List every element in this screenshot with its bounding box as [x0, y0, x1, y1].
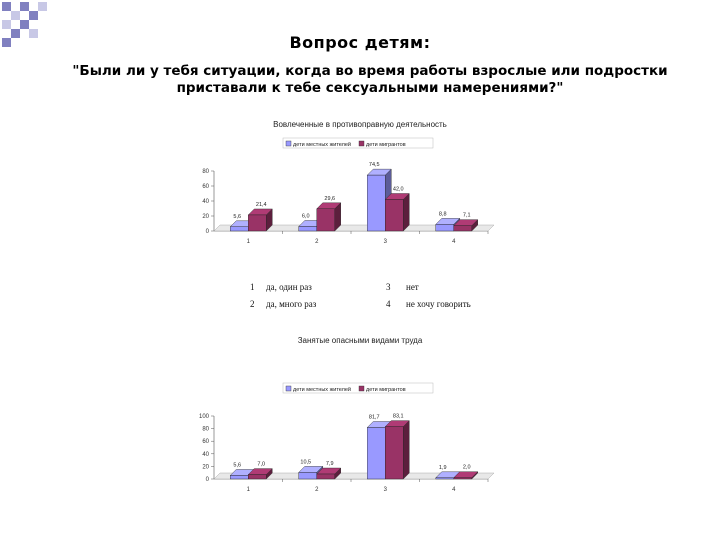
y-tick-label: 60 [202, 439, 209, 445]
answer-text: не хочу говорить [406, 299, 471, 309]
data-label: 74,5 [369, 162, 380, 168]
legend-label: дети мигрантов [366, 142, 406, 148]
bar [385, 199, 404, 232]
data-label: 7,0 [257, 462, 265, 468]
bar [453, 225, 472, 232]
answer-num: 2 [250, 299, 255, 309]
y-tick-label: 40 [202, 452, 209, 458]
data-label: 6,0 [302, 214, 310, 220]
answer-num: 4 [386, 299, 391, 309]
data-label: 7,1 [463, 213, 471, 219]
legend-swatch [285, 385, 292, 392]
bar [230, 475, 249, 480]
legend-swatch [358, 385, 365, 392]
data-label: 10,5 [300, 459, 311, 465]
bar-chart-2: дети местных жителей дети мигрантов 0 20 40 6… [199, 382, 495, 493]
x-tick-label: 1 [247, 239, 251, 245]
chart-title-2: Занятые опасными видами труда [297, 336, 423, 345]
bar [435, 224, 454, 232]
y-tick-label: 80 [202, 169, 209, 175]
bar-side [403, 420, 410, 480]
x-tick-label: 2 [315, 239, 319, 245]
answer-num: 3 [386, 282, 391, 292]
bar [453, 477, 472, 480]
y-tick-label: 40 [202, 199, 209, 205]
bar [230, 226, 249, 232]
data-label: 5,6 [233, 214, 241, 220]
bar [248, 214, 267, 232]
legend-label: дети мигрантов [366, 387, 406, 393]
x-tick-label: 4 [452, 487, 456, 493]
data-label: 29,6 [324, 196, 335, 202]
data-label: 1,9 [439, 465, 447, 471]
legend-box [282, 137, 434, 149]
bar [248, 474, 267, 480]
answer-text: да, много раз [266, 299, 317, 309]
bar-side [403, 193, 410, 232]
x-tick-label: 2 [315, 487, 319, 493]
bar [435, 477, 454, 480]
legend-label: дети местных жителей [293, 386, 351, 393]
data-label: 5,6 [233, 462, 241, 468]
y-tick-label: 0 [206, 229, 210, 235]
bar [385, 426, 404, 480]
y-tick-label: 0 [206, 477, 210, 483]
bar-chart-1: дети местных жителей дети мигрантов 0 20 40 6… [202, 137, 495, 245]
slide-title: Вопрос детям: [289, 33, 431, 52]
answer-text: да, один раз [266, 282, 312, 292]
y-tick-label: 20 [202, 214, 209, 220]
data-label: 8,8 [439, 211, 447, 217]
y-tick-label: 60 [202, 184, 209, 190]
x-tick-label: 4 [452, 239, 456, 245]
question-text: "Были ли у тебя ситуации, когда во время… [72, 63, 668, 96]
data-label: 2,0 [463, 465, 471, 471]
x-tick-label: 1 [247, 487, 251, 493]
bar [316, 208, 335, 232]
corner-decoration [0, 0, 60, 48]
data-label: 83,1 [393, 414, 404, 420]
legend-box [282, 382, 434, 394]
bar [298, 472, 317, 480]
answer-num: 1 [250, 282, 255, 292]
y-tick-label: 80 [202, 427, 209, 433]
data-label: 21,4 [256, 202, 267, 208]
y-tick-label: 20 [202, 464, 209, 470]
x-tick-label: 3 [384, 487, 388, 493]
bar [367, 174, 386, 232]
data-label: 81,7 [369, 415, 380, 421]
bar [367, 427, 386, 480]
legend-label: дети местных жителей [293, 141, 351, 148]
legend-swatch [285, 140, 292, 147]
bar [298, 226, 317, 232]
x-tick-label: 3 [384, 239, 388, 245]
data-label: 42,0 [393, 187, 404, 193]
y-tick-label: 100 [199, 414, 210, 420]
chart-title-1: Вовлеченные в противоправную деятельност… [273, 120, 447, 129]
data-label: 7,9 [326, 461, 334, 467]
answer-text: нет [406, 282, 419, 292]
legend-swatch [358, 140, 365, 147]
bar [316, 473, 335, 480]
